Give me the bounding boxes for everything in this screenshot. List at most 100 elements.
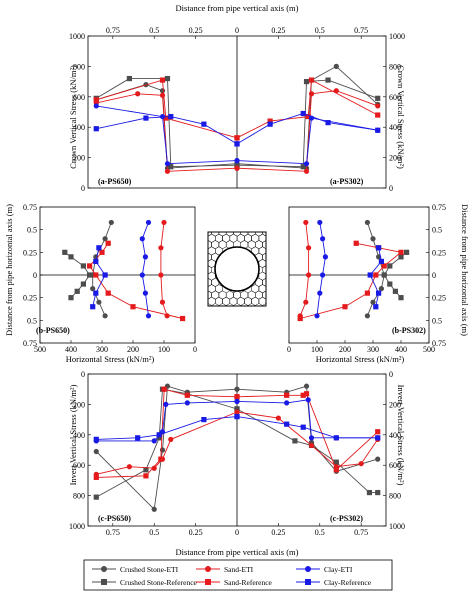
crown-point — [303, 168, 310, 174]
crown-y-tick-left: 0 — [81, 184, 85, 193]
invert-point — [143, 473, 149, 479]
invert-point — [93, 448, 99, 455]
horizontal-point — [306, 245, 312, 251]
horizontal-point — [158, 245, 164, 251]
invert-point — [158, 456, 164, 462]
legend-label: Sand-ETI — [224, 565, 254, 574]
invert-x-tick-left: 0.25 — [189, 528, 203, 537]
crown-y-tick-left: 600 — [73, 93, 85, 102]
horizontal-point — [314, 313, 320, 319]
invert-point — [234, 409, 240, 415]
horizontal-point — [130, 304, 136, 310]
horizontal-point — [139, 236, 145, 242]
crown-point — [143, 115, 149, 121]
horizontal-point — [376, 290, 382, 296]
crown-y-axis-label-right: Crown Vertical Stress (kN/m²) — [396, 65, 406, 169]
crown-y-tick-right: 0 — [389, 184, 393, 193]
invert-y-tick-right: 0 — [389, 370, 393, 379]
legend-label: Sand-Reference — [224, 578, 273, 587]
crown-point — [325, 120, 331, 126]
legend-marker — [205, 566, 211, 572]
legend-label: Clay-Reference — [324, 578, 372, 587]
crown-point — [267, 121, 273, 127]
crown-point — [375, 127, 381, 133]
horizontal-point — [145, 313, 152, 319]
crown-point — [164, 161, 171, 167]
horizontal-point — [378, 286, 384, 292]
legend-label: Clay-ETI — [324, 565, 353, 574]
crown-point — [375, 103, 381, 109]
crown-point — [308, 77, 315, 83]
legend-marker — [205, 579, 211, 585]
crown-x-tick-right: 0.75 — [354, 26, 368, 35]
crown-point — [303, 79, 310, 85]
horizontal-point — [317, 219, 323, 226]
horizontal-point — [387, 263, 393, 269]
invert-y-tick-right: 1000 — [389, 522, 405, 531]
panel-label-a-ps650: (a-PS650) — [98, 177, 132, 186]
invert-point — [126, 464, 132, 470]
invert-line-left — [96, 388, 238, 498]
invert-point — [375, 489, 381, 496]
crown-point — [93, 126, 99, 132]
invert-x-tick-left: 0.75 — [106, 528, 120, 537]
invert-point — [375, 435, 381, 441]
horizontal-point — [102, 313, 108, 319]
horizontal-point — [364, 290, 370, 296]
invert-y-tick-right: 200 — [389, 400, 401, 409]
horizontal-line-right — [300, 242, 403, 319]
horizontal-x-tick-right: 500 — [423, 345, 435, 354]
horizontal-y-tick-left: 0.25 — [23, 294, 37, 303]
legend-marker — [101, 579, 107, 585]
invert-point — [303, 383, 310, 389]
crown-point — [159, 88, 166, 94]
horizontal-point — [90, 286, 96, 292]
horizontal-x-tick-right: 0 — [287, 345, 291, 354]
crown-point — [168, 164, 174, 170]
invert-point — [308, 442, 315, 449]
horizontal-line-right — [316, 222, 326, 316]
horizontal-x-tick-left: 200 — [127, 345, 139, 354]
invert-line-left — [96, 416, 238, 440]
crown-point — [93, 103, 99, 109]
horizontal-point — [373, 304, 379, 310]
horizontal-point — [381, 272, 387, 278]
horizontal-point — [303, 219, 309, 226]
horizontal-point — [376, 245, 382, 251]
horizontal-point — [320, 236, 326, 242]
invert-point — [184, 400, 190, 406]
legend-marker — [305, 566, 311, 572]
crown-point — [303, 161, 310, 167]
crown-x-tick-left: 0.5 — [149, 26, 159, 35]
crown-x-tick-right: 0.5 — [315, 26, 325, 35]
horizontal-point — [370, 236, 376, 242]
invert-point — [184, 392, 190, 398]
crown-y-tick-right: 400 — [389, 123, 401, 132]
invert-point — [234, 398, 240, 404]
horizontal-point — [159, 299, 166, 305]
horizontal-x-axis-label-right: Horizontal Stress (kN/m²) — [316, 354, 405, 364]
horizontal-y-tick-right: 0.5 — [432, 226, 442, 235]
horizontal-y-tick-right: 0.25 — [432, 248, 446, 257]
invert-line-left — [96, 400, 238, 442]
horizontal-point — [102, 236, 108, 242]
panel-label-b-ps302: (b-PS302) — [392, 326, 426, 335]
invert-line-left — [95, 385, 238, 511]
crown-line-left — [96, 105, 238, 165]
horizontal-point — [392, 288, 398, 294]
invert-point — [300, 392, 306, 398]
crown-point — [333, 63, 339, 69]
horizontal-point — [297, 315, 303, 322]
horizontal-point — [342, 304, 348, 310]
crown-point — [305, 113, 311, 120]
crown-point — [168, 113, 174, 120]
invert-line-right — [236, 411, 379, 468]
crown-point — [300, 110, 306, 117]
crown-point — [159, 77, 166, 83]
horizontal-point — [74, 288, 80, 294]
legend: Crushed Stone-ETI Sand-ETI Clay-ETI Crushed… — [83, 559, 393, 591]
horizontal-point — [96, 245, 102, 251]
invert-point — [305, 397, 311, 403]
invert-point — [234, 386, 240, 392]
horizontal-point — [105, 290, 111, 296]
